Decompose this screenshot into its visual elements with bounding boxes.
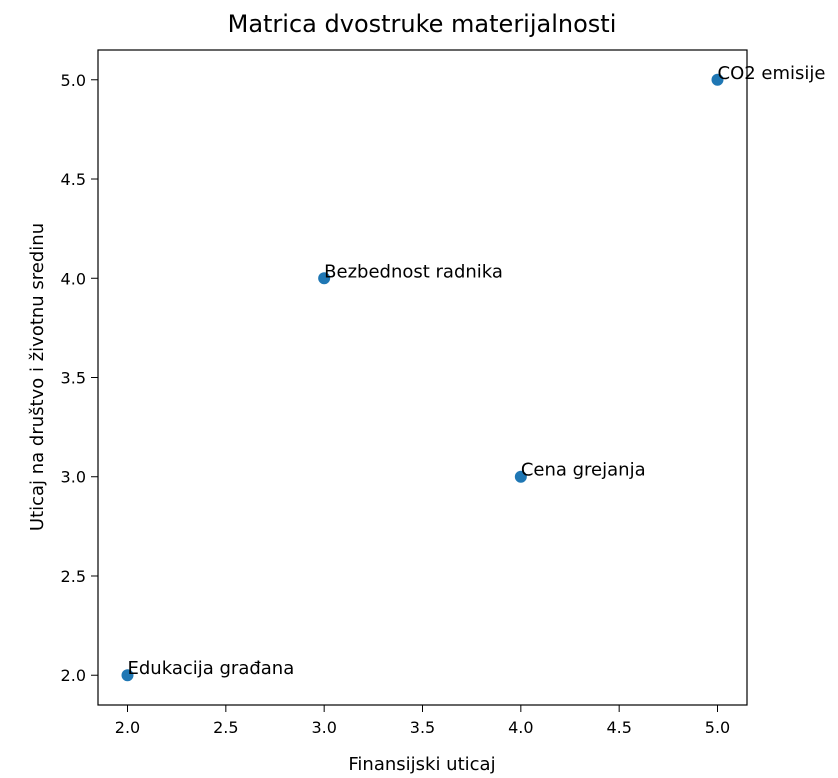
y-tick-label: 4.5 (61, 170, 86, 189)
x-tick-label: 2.5 (213, 718, 238, 737)
scatter-point (514, 470, 527, 483)
y-tick-label: 4.0 (61, 269, 86, 288)
chart-title: Matrica dvostruke materijalnosti (228, 10, 617, 38)
x-tick-label: 3.0 (311, 718, 336, 737)
point-label: Edukacija građana (128, 658, 295, 679)
point-label: Bezbednost radnika (324, 261, 503, 282)
y-tick-label: 2.5 (61, 567, 86, 586)
x-tick-label: 3.5 (410, 718, 435, 737)
y-tick-label: 5.0 (61, 71, 86, 90)
x-tick-label: 4.0 (508, 718, 533, 737)
y-axis-ticks: 2.0 2.5 3.0 3.5 4.0 4.5 5.0 (61, 71, 98, 685)
data-points (121, 73, 724, 682)
plot-area-frame (97, 49, 748, 706)
point-label: CO2 emisije (718, 63, 826, 84)
point-labels: CO2 emisije Bezbednost radnika Cena grejan… (128, 63, 826, 679)
x-axis-label: Finansijski uticaj (348, 754, 495, 775)
x-tick-label: 2.0 (115, 718, 140, 737)
x-axis-ticks: 2.0 2.5 3.0 3.5 4.0 4.5 5.0 (115, 705, 730, 737)
scatter-point (318, 272, 331, 285)
scatter-point (711, 73, 724, 86)
point-label: Cena grejanja (521, 460, 646, 481)
y-tick-label: 2.0 (61, 666, 86, 685)
y-axis-label: Uticaj na društvo i životnu sredinu (27, 223, 48, 531)
y-tick-label: 3.5 (61, 369, 86, 388)
scatter-point (121, 669, 134, 682)
x-tick-label: 5.0 (705, 718, 730, 737)
y-tick-label: 3.0 (61, 468, 86, 487)
x-tick-label: 4.5 (606, 718, 631, 737)
